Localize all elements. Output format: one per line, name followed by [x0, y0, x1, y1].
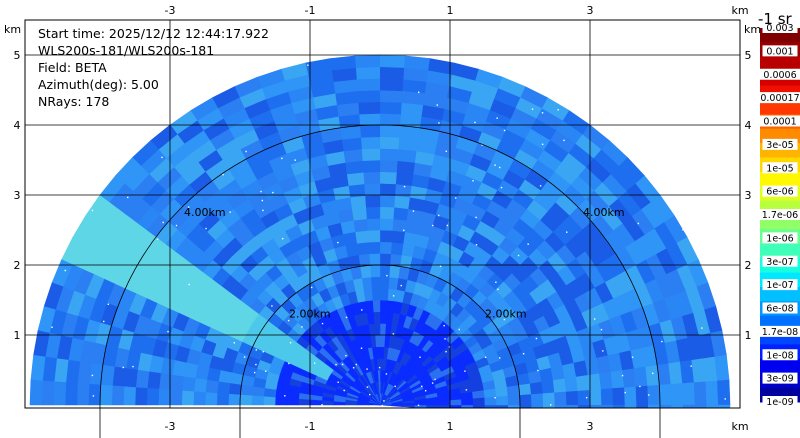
x-tick-label-bottom: -3 — [165, 420, 176, 433]
colorbar-label-bg — [756, 92, 800, 104]
colorbar-label: 1e-06 — [766, 233, 793, 244]
y-unit-label-left: km — [4, 23, 21, 36]
colorbar-label-bg — [762, 279, 798, 291]
colorbar-label: 1e-08 — [766, 350, 793, 361]
plot-frame — [24, 19, 741, 409]
colorbar-swatch — [760, 286, 800, 302]
range-rings: 2.00km 2.00km 4.00km 4.00km — [99, 124, 661, 438]
start-time: Start time: 2025/12/12 12:44:17.922 — [38, 26, 269, 41]
y-tick-label-right: 1 — [745, 329, 752, 342]
y-tick-label-left: 4 — [14, 119, 21, 132]
colorbar-label-bg — [762, 162, 798, 174]
colorbar-swatch — [760, 171, 800, 187]
range-ring — [239, 264, 521, 406]
y-tick-label-right: 3 — [745, 189, 752, 202]
colorbar-label: 6e-08 — [766, 304, 793, 315]
colorbar: 0.003 0.001 0.0006 0.00017 0.0001 3e-05 1e-05 6… — [756, 22, 800, 408]
x-unit-label-bottom: km — [731, 420, 748, 433]
colorbar-label-bg — [762, 45, 798, 57]
colorbar-label-bg — [756, 209, 800, 220]
x-tick-label-top: -3 — [165, 4, 176, 17]
colorbar-label: 3e-05 — [766, 140, 793, 151]
colorbar-label-bg — [762, 372, 798, 384]
x-tick-label-top: -1 — [305, 4, 316, 17]
colorbar-label: 1e-05 — [766, 163, 793, 174]
x-tick-label-bottom: 1 — [447, 420, 454, 433]
colorbar-label-bg — [762, 396, 798, 407]
colorbar-label: 1e-07 — [766, 280, 793, 291]
colorbar-label: 0.001 — [766, 46, 793, 57]
colorbar-swatch — [760, 243, 800, 259]
ray-count: NRays: 178 — [38, 94, 110, 109]
colorbar-label-bg — [762, 185, 798, 197]
x-tick-label-bottom: -1 — [305, 420, 316, 433]
azimuth: Azimuth(deg): 5.00 — [38, 77, 159, 92]
colorbar-label-bg — [762, 302, 798, 314]
instrument-name: WLS200s-181/WLS200s-181 — [38, 43, 215, 58]
y-unit-label-right: km — [744, 23, 761, 36]
colorbar-label: 1e-09 — [766, 397, 793, 408]
colorbar-swatch — [760, 99, 800, 115]
field-name: Field: BETA — [38, 60, 107, 75]
range-ring-label: 4.00km — [583, 206, 625, 219]
y-tick-label-right: 2 — [745, 259, 752, 272]
y-tick-label-left: 1 — [14, 329, 21, 342]
range-ring — [99, 124, 661, 406]
colorbar-label-bg — [762, 255, 798, 267]
colorbar-swatch — [760, 56, 800, 72]
range-ring-label: 2.00km — [289, 308, 331, 321]
colorbar-label: 0.003 — [766, 23, 793, 34]
axis-ticks: -3 -3 -1 -1 1 1 3 3 1 1 2 2 3 3 4 4 5 5 km km km km — [4, 4, 761, 433]
colorbar-label: 3e-07 — [766, 257, 793, 268]
colorbar-label-bg — [759, 115, 800, 127]
colorbar-label: 0.0006 — [763, 70, 796, 81]
colorbar-title: -1 sr — [758, 10, 792, 28]
colorbar-label-bg — [759, 68, 800, 80]
range-ring-label: 2.00km — [485, 308, 527, 321]
colorbar-label: 0.00017 — [760, 93, 799, 104]
y-tick-label-left: 5 — [14, 49, 21, 62]
colorbar-label: 3e-09 — [766, 374, 793, 385]
y-tick-label-right: 5 — [745, 49, 752, 62]
colorbar-label: 6e-06 — [766, 187, 793, 198]
colorbar-label: 1.7e-06 — [762, 210, 798, 221]
info-panel: Start time: 2025/12/12 12:44:17.922 WLS2… — [38, 25, 269, 110]
range-ring-label: 4.00km — [184, 206, 226, 219]
colorbar-label-bg — [762, 22, 798, 33]
colorbar-label: 0.0001 — [763, 117, 796, 128]
x-tick-label-top: 1 — [447, 4, 454, 17]
colorbar-label-bg — [756, 325, 800, 337]
y-tick-label-left: 3 — [14, 189, 21, 202]
x-tick-label-bottom: 3 — [587, 420, 594, 433]
x-tick-label-top: 3 — [587, 4, 594, 17]
colorbar-label-bg — [762, 138, 798, 150]
colorbar-label-bg — [762, 349, 798, 361]
backscatter-sector — [29, 54, 731, 408]
colorbar-swatch — [760, 358, 800, 374]
y-tick-label-left: 2 — [14, 259, 21, 272]
colorbar-label-bg — [762, 232, 798, 244]
y-tick-label-right: 4 — [745, 119, 752, 132]
x-unit-label-top: km — [731, 4, 748, 17]
colorbar-label: 1.7e-08 — [762, 327, 798, 338]
